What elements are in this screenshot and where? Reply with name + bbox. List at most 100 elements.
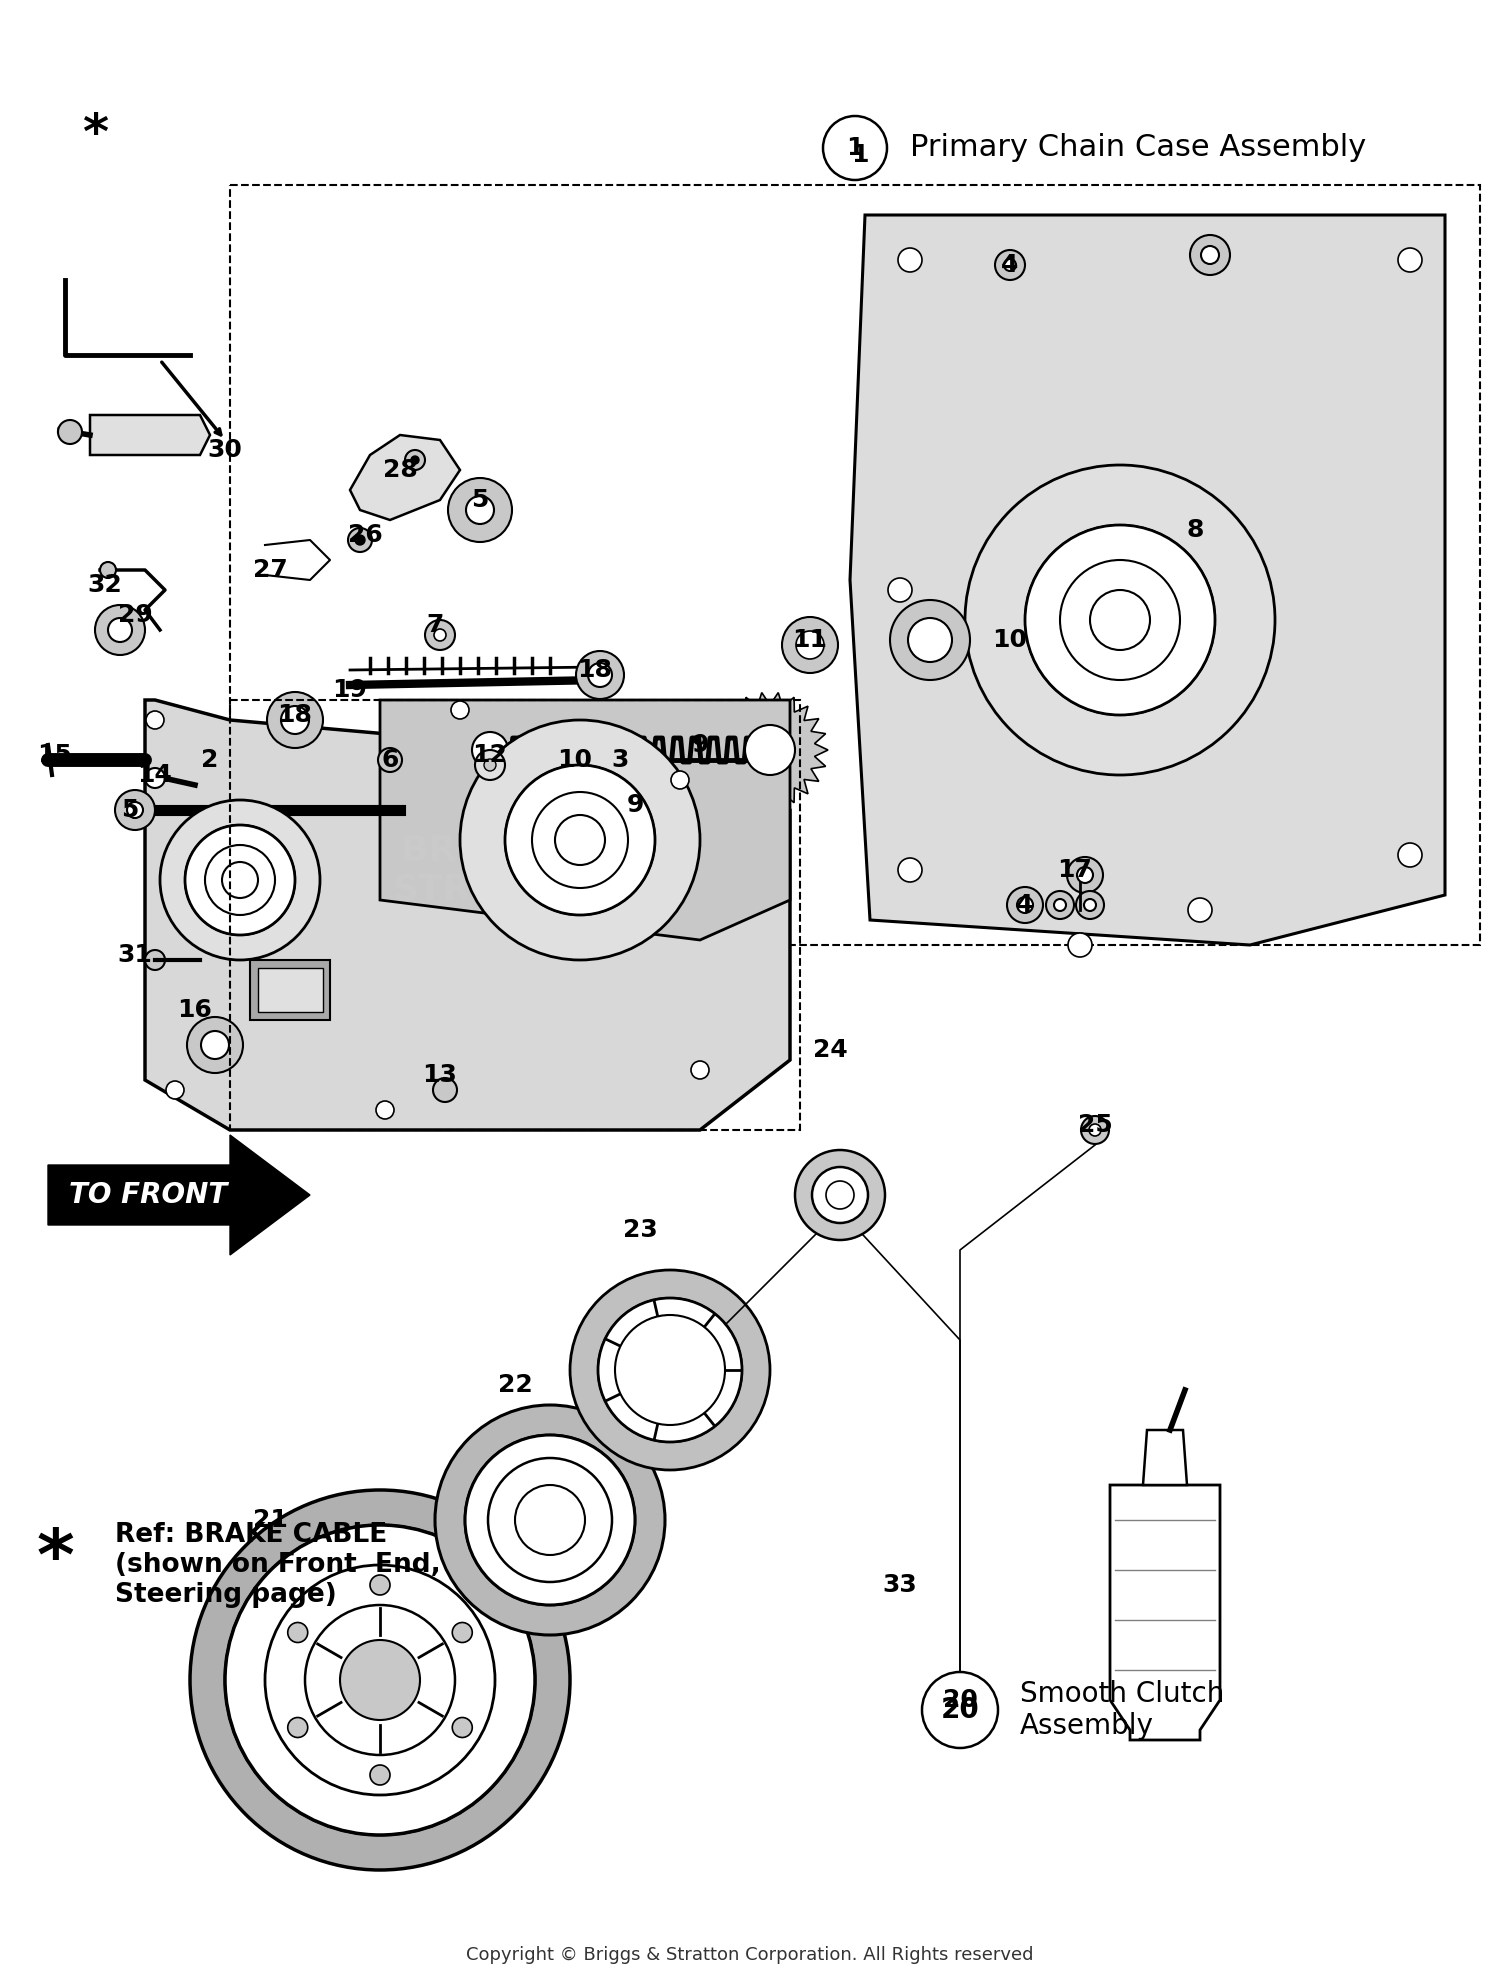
Text: 27: 27 — [252, 558, 288, 581]
Text: 1: 1 — [852, 142, 868, 166]
Text: 32: 32 — [87, 573, 123, 597]
Text: 10: 10 — [558, 747, 592, 771]
Text: 25: 25 — [1077, 1113, 1113, 1137]
Circle shape — [225, 1524, 536, 1835]
Circle shape — [1007, 888, 1042, 923]
Circle shape — [433, 629, 445, 641]
Circle shape — [166, 1081, 184, 1099]
Circle shape — [890, 599, 971, 680]
Polygon shape — [712, 692, 828, 807]
Circle shape — [1190, 235, 1230, 275]
Text: 1: 1 — [846, 136, 864, 160]
Text: 9: 9 — [627, 793, 644, 817]
Circle shape — [108, 619, 132, 643]
Text: 5: 5 — [471, 488, 489, 512]
Circle shape — [598, 1299, 742, 1441]
Text: 33: 33 — [882, 1574, 918, 1597]
Circle shape — [1076, 892, 1104, 919]
Circle shape — [812, 1166, 868, 1224]
Bar — [251, 961, 330, 1020]
Text: 5: 5 — [122, 799, 138, 822]
Circle shape — [94, 605, 146, 654]
Polygon shape — [850, 215, 1444, 945]
Polygon shape — [48, 1135, 310, 1255]
Circle shape — [433, 1077, 457, 1101]
Text: Smooth Clutch
Assembly: Smooth Clutch Assembly — [1020, 1680, 1224, 1740]
Circle shape — [888, 577, 912, 603]
Bar — [230, 700, 800, 1131]
Circle shape — [340, 1641, 420, 1720]
Circle shape — [100, 561, 116, 577]
Text: 16: 16 — [177, 998, 213, 1022]
Circle shape — [460, 720, 700, 961]
Bar — [258, 969, 322, 1012]
Circle shape — [827, 1180, 854, 1210]
Circle shape — [190, 1491, 570, 1870]
Circle shape — [378, 747, 402, 771]
Text: 24: 24 — [813, 1038, 847, 1062]
Circle shape — [1046, 892, 1074, 919]
Circle shape — [348, 528, 372, 552]
Text: 4: 4 — [1017, 894, 1034, 917]
Circle shape — [615, 1315, 724, 1425]
Circle shape — [514, 1485, 585, 1556]
Circle shape — [484, 759, 496, 771]
Circle shape — [280, 706, 309, 733]
Polygon shape — [350, 435, 460, 520]
Circle shape — [576, 650, 624, 700]
Circle shape — [898, 247, 922, 273]
Circle shape — [435, 1406, 664, 1635]
Circle shape — [908, 619, 952, 662]
Circle shape — [1060, 559, 1180, 680]
Polygon shape — [1143, 1429, 1186, 1485]
Circle shape — [452, 702, 470, 720]
Circle shape — [424, 621, 454, 650]
Circle shape — [267, 692, 322, 747]
Circle shape — [266, 1566, 495, 1795]
Circle shape — [188, 1016, 243, 1074]
Circle shape — [532, 793, 628, 888]
Circle shape — [288, 1623, 308, 1643]
Circle shape — [206, 844, 274, 915]
Circle shape — [670, 771, 688, 789]
Bar — [230, 186, 1480, 945]
Circle shape — [184, 824, 296, 935]
Text: 21: 21 — [252, 1508, 288, 1532]
Text: 18: 18 — [278, 704, 312, 728]
Circle shape — [692, 1062, 709, 1079]
Circle shape — [370, 1576, 390, 1595]
Text: 28: 28 — [382, 459, 417, 482]
Circle shape — [476, 749, 506, 781]
Polygon shape — [380, 700, 790, 939]
Circle shape — [1024, 526, 1215, 716]
Text: 23: 23 — [622, 1218, 657, 1242]
Circle shape — [1188, 898, 1212, 921]
Circle shape — [1090, 589, 1150, 650]
Circle shape — [1089, 1125, 1101, 1137]
Circle shape — [1054, 900, 1066, 911]
Text: 4: 4 — [1002, 253, 1019, 277]
Circle shape — [1068, 933, 1092, 957]
Text: 13: 13 — [423, 1064, 458, 1087]
Text: 11: 11 — [792, 629, 828, 652]
Circle shape — [555, 815, 604, 866]
Polygon shape — [448, 708, 532, 793]
Text: 19: 19 — [333, 678, 368, 702]
Text: 18: 18 — [578, 658, 612, 682]
Text: 31: 31 — [117, 943, 153, 967]
Circle shape — [795, 1151, 885, 1240]
Text: 29: 29 — [117, 603, 153, 627]
Circle shape — [146, 767, 165, 789]
Circle shape — [994, 249, 1024, 281]
Text: Ref: BRAKE CABLE
(shown on Front  End,
Steering page): Ref: BRAKE CABLE (shown on Front End, St… — [116, 1522, 441, 1607]
Circle shape — [58, 419, 82, 445]
Text: 15: 15 — [38, 743, 72, 767]
Text: 17: 17 — [1058, 858, 1092, 882]
Text: TO FRONT: TO FRONT — [69, 1180, 226, 1210]
Circle shape — [370, 1765, 390, 1785]
Text: 2: 2 — [201, 747, 219, 771]
Circle shape — [570, 1269, 770, 1471]
Circle shape — [465, 1435, 634, 1605]
Circle shape — [506, 765, 656, 915]
Circle shape — [898, 858, 922, 882]
